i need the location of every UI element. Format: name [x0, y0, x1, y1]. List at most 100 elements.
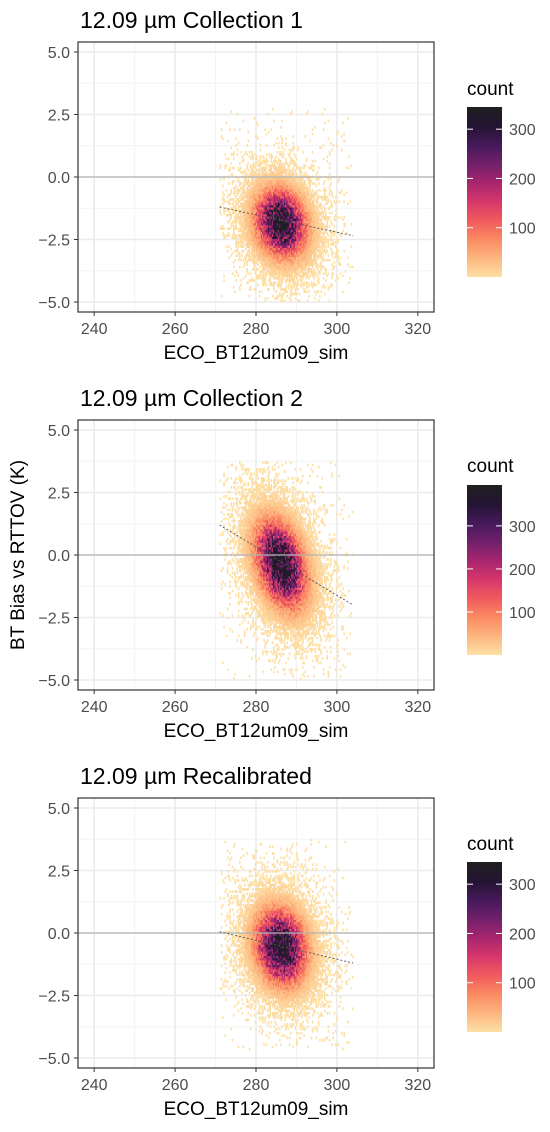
data-cell — [342, 230, 344, 233]
data-cell — [312, 160, 314, 163]
data-cell — [243, 277, 245, 280]
data-cell — [257, 268, 259, 271]
data-cell — [221, 520, 223, 523]
data-cell — [307, 299, 309, 302]
data-cell — [334, 225, 336, 228]
data-cell — [235, 477, 237, 480]
data-cell — [323, 272, 325, 275]
data-cell — [233, 560, 235, 563]
data-cell — [239, 162, 241, 165]
data-cell — [227, 509, 229, 512]
data-cell — [229, 509, 231, 512]
data-cell — [258, 295, 260, 298]
data-cell — [347, 117, 349, 120]
data-cell — [328, 239, 330, 242]
data-cell — [318, 182, 320, 185]
data-cell — [302, 151, 304, 154]
data-cell — [328, 178, 330, 181]
data-cell — [265, 297, 267, 300]
data-cell — [324, 108, 326, 111]
data-cell — [312, 182, 314, 185]
data-cell — [340, 216, 342, 219]
data-cell — [325, 279, 327, 282]
data-cell — [229, 592, 231, 595]
data-cell — [335, 214, 337, 217]
data-cell — [342, 122, 344, 125]
data-cell — [228, 182, 230, 185]
y-tick-label: 0.0 — [48, 170, 70, 187]
data-cell — [226, 547, 228, 550]
data-cell — [271, 128, 273, 131]
colorbar-1 — [467, 107, 502, 277]
data-cell — [235, 576, 237, 579]
data-cell — [245, 601, 247, 604]
data-cell — [220, 209, 222, 212]
data-cell — [313, 164, 315, 167]
data-cell — [337, 239, 339, 242]
data-cell — [246, 646, 248, 649]
data-cell — [325, 245, 327, 248]
data-cell — [309, 140, 311, 143]
data-cell — [335, 279, 337, 282]
data-cells-1 — [220, 108, 354, 302]
data-cell — [240, 182, 242, 185]
data-cell — [345, 270, 347, 273]
data-cell — [228, 232, 230, 235]
data-cell — [345, 223, 347, 226]
data-cell — [323, 277, 325, 280]
data-cell — [256, 468, 258, 471]
data-cell — [223, 502, 225, 505]
data-cell — [243, 158, 245, 161]
y-tick-label: −5.0 — [38, 295, 70, 312]
data-cell — [324, 122, 326, 125]
data-cell — [254, 632, 256, 635]
data-cell — [325, 268, 327, 271]
data-cell — [308, 295, 310, 298]
data-cell — [334, 266, 336, 269]
data-cell — [231, 248, 233, 251]
data-cell — [283, 153, 285, 156]
data-cell — [229, 628, 231, 631]
data-cell — [258, 626, 260, 629]
data-cell — [317, 189, 319, 192]
data-cell — [298, 293, 300, 296]
data-cell — [223, 275, 225, 278]
data-cell — [303, 281, 305, 284]
data-cell — [324, 293, 326, 296]
colorbar-tick-label: 300 — [509, 122, 536, 139]
data-cell — [248, 162, 250, 165]
data-cell — [305, 180, 307, 183]
data-cell — [248, 272, 250, 275]
data-cell — [256, 659, 258, 662]
data-cell — [226, 164, 228, 167]
data-cell — [234, 572, 236, 575]
data-cell — [235, 207, 237, 210]
y-ticks-1: −5.0−2.50.02.55.0 — [38, 45, 78, 312]
data-cell — [278, 142, 280, 145]
data-cell — [226, 495, 228, 498]
data-cell — [233, 266, 235, 269]
data-cell — [249, 151, 251, 154]
data-cell — [330, 142, 332, 145]
data-cell — [324, 180, 326, 183]
data-cell — [284, 149, 286, 152]
data-cell — [238, 614, 240, 617]
data-cell — [329, 173, 331, 176]
data-cell — [223, 513, 225, 516]
data-cell — [233, 158, 235, 161]
data-cell — [227, 466, 229, 469]
y-tick-label: 2.5 — [48, 108, 70, 125]
y-tick-label: 5.0 — [48, 45, 70, 62]
data-cell — [340, 257, 342, 260]
data-cell — [260, 144, 262, 147]
data-cell — [231, 486, 233, 489]
data-cell — [328, 198, 330, 201]
data-cell — [238, 142, 240, 145]
data-cell — [231, 502, 233, 505]
data-cell — [241, 621, 243, 624]
data-cell — [240, 151, 242, 154]
data-cell — [272, 295, 274, 298]
data-cell — [240, 639, 242, 642]
